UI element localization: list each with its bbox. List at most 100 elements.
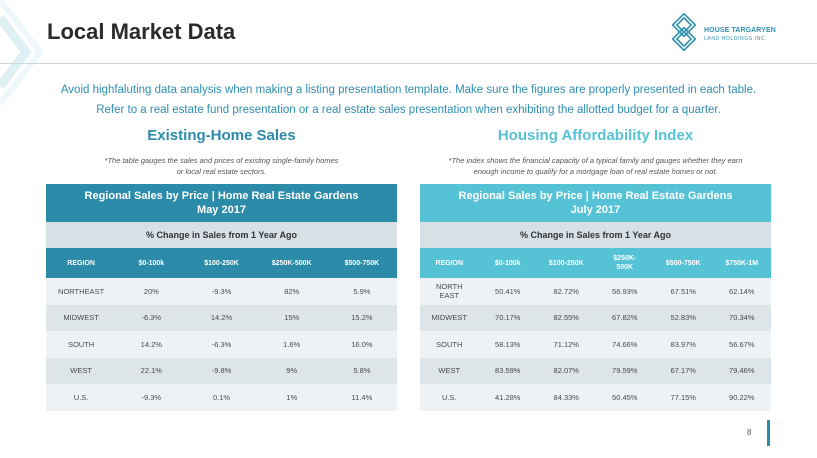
value-cell: -6.3% [211,339,232,349]
page-accent-bar [767,420,770,446]
value-cell: 82% [284,286,300,296]
value-cell: -9.8% [211,366,232,376]
value-cell: 22.1% [140,366,162,376]
housing-affordability-title: Housing Affordability Index [497,127,694,144]
value-cell: 84.33% [553,392,579,402]
column-header: $0-100k [138,259,165,267]
table-header-row: REGION $0-100k $100-250K $250K-500K $500-750… [420,248,771,278]
note-line: enough income to qualify for a mortgage … [473,167,718,176]
value-cell: 67.51% [670,286,696,296]
note-line: or local real estate sectors. [176,167,267,176]
table-row: U.S. 41.28% 84.33% 50.45% 77.15% 90.22% [420,384,771,411]
column-header: REGION [67,259,95,267]
table-title: Regional Sales by Price | Home Real Esta… [420,184,771,222]
existing-home-sales-table: Regional Sales by Price | Home Real Esta… [46,184,397,411]
table-body: NORTH EAST 50.41% 82.72% 56.93% 67.51% 62.14% M… [420,278,771,411]
existing-home-sales-title: Existing-Home Sales [147,127,296,144]
table-title: Regional Sales by Price | Home Real Esta… [46,184,397,222]
region-cell: WEST [70,366,92,376]
column-header: $500-750K [665,259,701,267]
logo-subname: LAND HOLDINGS INC. [704,36,768,42]
value-cell: 82.55% [553,313,579,323]
value-cell: 50.45% [612,392,638,402]
page-number: 8 [747,428,752,437]
column-header: $250K-500K [271,259,312,267]
value-cell: 50.41% [495,286,521,296]
column-header: $500-750K [344,259,380,267]
value-cell: 70.34% [729,313,755,323]
value-cell: 41.28% [495,392,521,402]
value-cell: 74.66% [612,339,638,349]
note-line: *The table gauges the sales and prices o… [104,156,339,165]
housing-affordability-note: *The index shows the financial capacity … [410,155,781,177]
table-row: NORTH EAST 50.41% 82.72% 56.93% 67.51% 62.14% [420,278,771,305]
value-cell: 15.2% [351,313,373,323]
region-cell: U.S. [73,392,89,402]
company-logo: HOUSE TARGARYEN LAND HOLDINGS INC. [668,13,788,55]
header-divider [0,63,817,64]
value-cell: 58.13% [495,339,521,349]
page-title: Local Market Data [47,19,236,44]
table-title-line: May 2017 [197,204,246,216]
value-cell: 1.6% [283,339,301,349]
value-cell: 77.15% [670,392,696,402]
value-cell: 83.59% [495,366,521,376]
region-cell: SOUTH [436,339,463,349]
table-row: SOUTH 14.2% -6.3% 1.6% 16.0% [46,331,397,358]
column-header: $100-250K [204,259,239,267]
value-cell: 16.0% [351,339,373,349]
table-title-line: July 2017 [570,204,621,216]
value-cell: 14.2% [210,313,233,323]
table-subtitle: % Change in Sales from 1 Year Ago [46,222,397,248]
region-cell: NORTHEAST [58,286,105,296]
diamond-logo-icon [671,13,697,52]
value-cell: 82.07% [553,366,579,376]
value-cell: 0.1% [212,392,231,402]
table-row: SOUTH 58.13% 71.12% 74.66% 83.97% 56.67% [420,331,771,358]
table-row: WEST 83.59% 82.07% 79.59% 67.17% 79.46% [420,357,771,384]
column-header: $750K-1M [725,259,759,267]
value-cell: 15% [284,313,300,323]
value-cell: -6.3% [141,313,162,323]
value-cell: 14.2% [140,339,162,349]
value-cell: -9.3% [211,286,232,296]
value-cell: 79.59% [612,366,638,376]
intro-line-2: Refer to a real estate fund presentation… [96,104,721,116]
table-title-line: Regional Sales by Price | Home Real Esta… [458,190,733,202]
column-header: $100-250K [548,259,584,267]
value-cell: 20% [143,286,159,296]
column-header: $0-100k [494,259,521,267]
value-cell: 56.93% [612,286,638,296]
value-cell: 71.12% [553,339,579,349]
note-line: *The index shows the financial capacity … [448,156,743,165]
value-cell: 70.17% [495,313,521,323]
value-cell: 83.97% [670,339,696,349]
table-row: U.S. -9.3% 0.1% 1% 11.4% [46,384,397,411]
region-cell: WEST [438,366,461,376]
value-cell: 67.82% [612,313,638,323]
existing-home-sales-note: *The table gauges the sales and prices o… [66,155,377,177]
table-title-line: Regional Sales by Price | Home Real Esta… [84,190,359,202]
corner-decoration [0,0,44,106]
table-subtitle: % Change in Sales from 1 Year Ago [420,222,771,248]
value-cell: 52.83% [670,313,696,323]
value-cell: 90.22% [729,392,755,402]
table-row: MIDWEST 70.17% 82.55% 67.82% 52.83% 70.34% [420,304,771,331]
logo-name: HOUSE TARGARYEN [704,27,776,34]
table-row: MIDWEST -6.3% 14.2% 15% 15.2% [46,304,397,331]
region-cell: SOUTH [67,339,95,349]
intro-text: Avoid highfaluting data analysis when ma… [20,80,797,120]
column-header: REGION [435,259,464,267]
table-header-row: REGION $0-100k $100-250K $250K-500K $500-750… [46,248,397,278]
table-body: NORTHEAST 20% -9.3% 82% 5.9% MIDWEST -6.3% 14.2… [46,278,397,411]
value-cell: 67.17% [670,366,696,376]
region-cell: MIDWEST [63,313,99,323]
value-cell: 56.67% [729,339,755,349]
housing-affordability-table: Regional Sales by Price | Home Real Esta… [420,184,771,411]
value-cell: 62.14% [729,286,755,296]
value-cell: 5.8% [353,366,371,376]
table-row: WEST 22.1% -9.8% 9% 5.8% [46,357,397,384]
value-cell: 11.4% [351,392,373,402]
region-cell: U.S. [441,392,457,402]
